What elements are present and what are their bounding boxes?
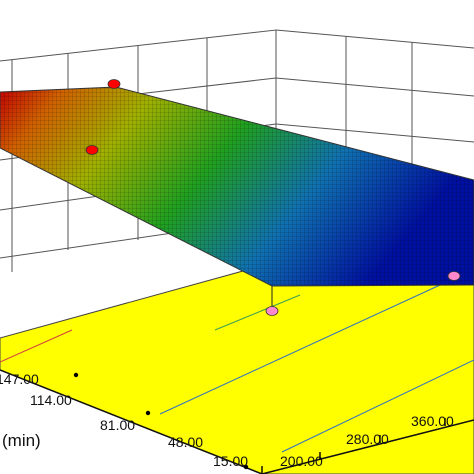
- x-tick-label: 81.00: [100, 417, 135, 433]
- x-axis: 15.00 48.00 81.00 114.00 147.00 (min): [0, 371, 249, 470]
- x-tick-label-cut: 147.00: [0, 371, 39, 387]
- design-point-marker: [265, 306, 279, 316]
- x-tick-label: 114.00: [30, 392, 72, 408]
- design-point-marker: [85, 145, 99, 155]
- y-tick-label: 200.00: [280, 453, 323, 469]
- y-axis: 200.00 280.00 360.00: [261, 413, 454, 474]
- design-points: [85, 79, 461, 316]
- x-axis-title: (min): [2, 431, 41, 450]
- x-axis-ticks: [73, 372, 249, 470]
- y-tick-label: 360.00: [411, 413, 454, 429]
- design-point-marker: [447, 271, 461, 281]
- x-tick-label: 48.00: [168, 434, 203, 450]
- y-axis-ticks: [261, 418, 446, 474]
- response-surface: [0, 86, 474, 287]
- y-tick-label: 280.00: [346, 431, 389, 447]
- x-tick-label: 15.00: [213, 453, 248, 469]
- contour-floor: [0, 254, 474, 474]
- design-point-marker: [107, 79, 121, 89]
